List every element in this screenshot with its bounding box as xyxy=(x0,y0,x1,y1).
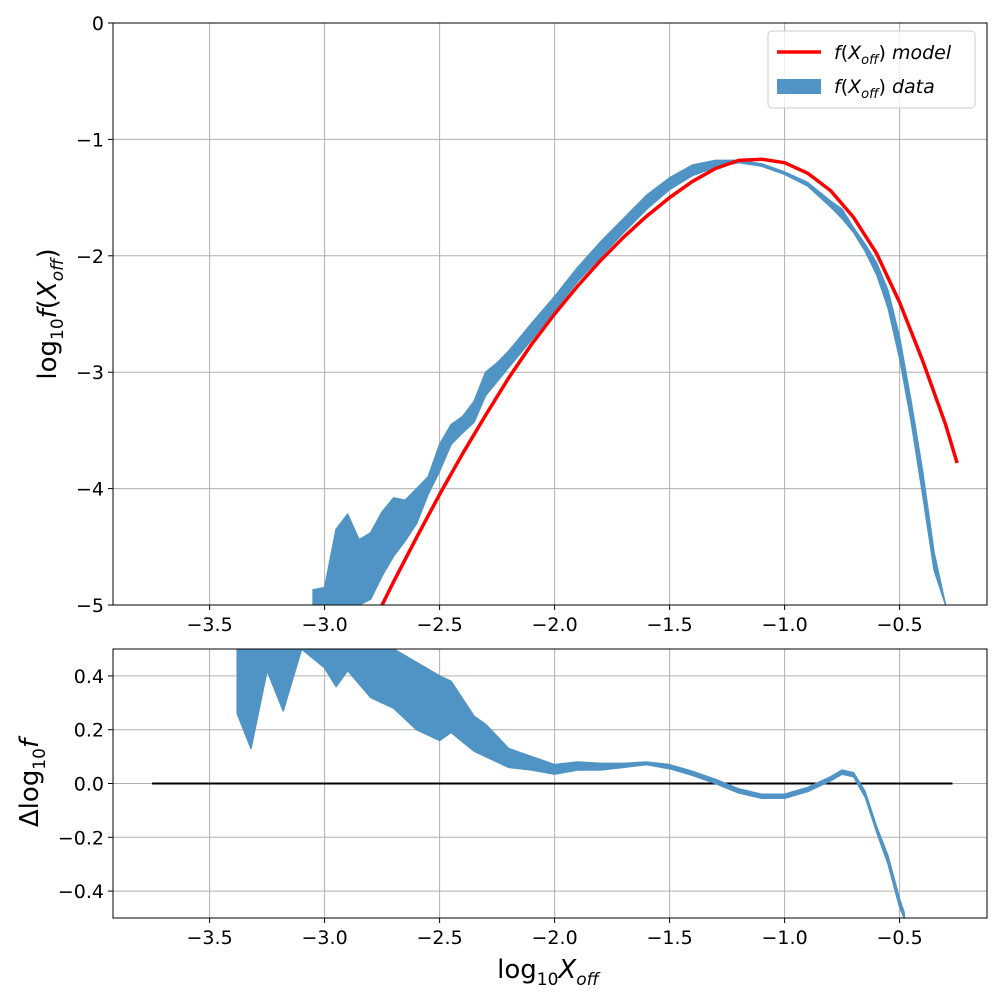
top-plot-area xyxy=(312,157,959,605)
top-xtick-label: −2.0 xyxy=(532,614,578,636)
bottom-ytick-label: −0.4 xyxy=(58,881,104,903)
bottom-xtick-label: −2.5 xyxy=(417,927,463,949)
top-xtick-label: −2.5 xyxy=(417,614,463,636)
legend: f(Xoff) model f(Xoff) data xyxy=(767,30,976,109)
bottom-panel: −3.5 −3.0 −2.5 −2.0 −1.5 −1.0 −0.5 0.4 0.2 0.0 −0.… xyxy=(15,648,988,990)
top-xtick-label: −3.0 xyxy=(302,614,348,636)
top-xtick-label: −1.0 xyxy=(762,614,808,636)
top-ytick-label: −2 xyxy=(76,246,104,268)
top-model-line xyxy=(380,157,959,605)
bottom-xtick-label: −3.5 xyxy=(187,927,233,949)
bottom-xtick-label: −3.0 xyxy=(302,927,348,949)
bottom-ytick-label: −0.2 xyxy=(58,827,104,849)
top-ticks: −3.5 −3.0 −2.5 −2.0 −1.5 −1.0 −0.5 0 −1 −2 −3 −4 −5 xyxy=(76,13,923,636)
top-ytick-label: 0 xyxy=(92,13,104,35)
top-ytick-label: −1 xyxy=(76,129,104,151)
top-ytick-label: −5 xyxy=(76,595,104,617)
legend-model-label: f(Xoff) model xyxy=(834,42,952,68)
bottom-ytick-label: 0.0 xyxy=(74,774,104,796)
bottom-xtick-label: −1.5 xyxy=(647,927,693,949)
top-xtick-label: −1.5 xyxy=(647,614,693,636)
bottom-xtick-label: −0.5 xyxy=(877,927,923,949)
bottom-ticks: −3.5 −3.0 −2.5 −2.0 −1.5 −1.0 −0.5 0.4 0.2 0.0 −0.… xyxy=(58,666,923,949)
bottom-x-axis-label: log10Xoff xyxy=(497,955,600,990)
top-data-band xyxy=(312,159,947,605)
bottom-xtick-label: −2.0 xyxy=(532,927,578,949)
bottom-y-axis-label: Δlog10f xyxy=(15,735,50,827)
top-panel: −3.5 −3.0 −2.5 −2.0 −1.5 −1.0 −0.50−1−2−3−4−5 … xyxy=(33,13,988,636)
bottom-xtick-label: −1.0 xyxy=(762,927,808,949)
bottom-residual-band xyxy=(236,649,905,918)
top-xtick-label: −0.5 xyxy=(877,614,923,636)
legend-data-swatch xyxy=(777,79,821,94)
top-axes-frame xyxy=(112,22,988,606)
bottom-plot-area xyxy=(152,649,953,918)
bottom-ytick-label: 0.2 xyxy=(74,720,104,742)
top-ytick-label: −3 xyxy=(76,362,104,384)
bottom-ytick-label: 0.4 xyxy=(74,666,104,688)
top-y-axis-label: log10f(Xoff) xyxy=(33,248,68,379)
top-xtick-label: −3.5 xyxy=(187,614,233,636)
top-clipped-marks xyxy=(312,157,959,605)
bottom-clipped-marks xyxy=(152,649,953,918)
top-ytick-label: −4 xyxy=(76,479,104,501)
legend-data-label: f(Xoff) data xyxy=(834,76,935,102)
